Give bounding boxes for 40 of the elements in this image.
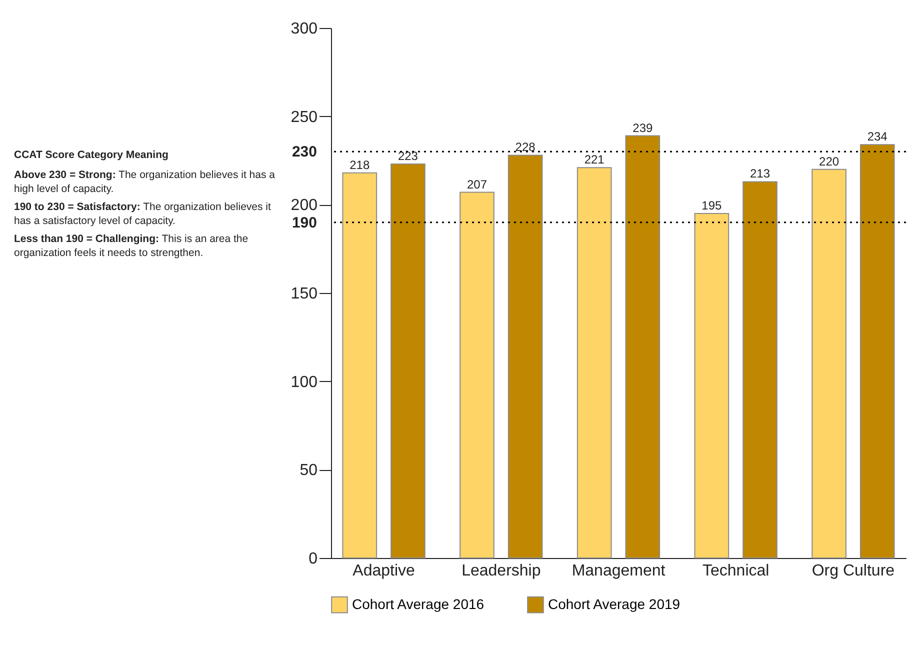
bar: [342, 172, 378, 558]
bar: [508, 154, 543, 558]
x-tick-label: Technical: [702, 562, 770, 580]
bar: [860, 144, 895, 558]
bar: [742, 181, 778, 558]
y-tick-label: 300: [290, 20, 318, 38]
data-label: 239: [632, 120, 653, 135]
data-label: 223: [398, 149, 418, 164]
data-label: 221: [584, 152, 605, 167]
data-label: 234: [867, 130, 888, 144]
y-tick-label: 150: [290, 286, 318, 302]
y-tick-label: 100: [290, 374, 318, 391]
data-label: 213: [750, 166, 770, 181]
y-tick-label: 200: [290, 197, 318, 214]
data-label: 207: [466, 177, 488, 192]
legend-label: Cohort Average 2016: [352, 596, 484, 612]
data-label: 195: [702, 198, 722, 212]
text: 190 to 230 = Satisfactory: The organization believes it has a satisfactory level of capacity.: [14, 200, 272, 228]
bar: [576, 167, 612, 558]
bar: [694, 213, 730, 558]
bar: [812, 168, 846, 558]
y-tick-label: 250: [290, 108, 318, 126]
bar: [460, 192, 494, 558]
x-tick-label: Management: [572, 562, 666, 580]
ref-line-label: 190: [292, 214, 317, 232]
data-label: 228: [515, 140, 536, 154]
data-label: 218: [350, 158, 370, 172]
legend-label: Cohort Average 2019: [548, 596, 680, 612]
bar: [390, 164, 426, 558]
data-label: 220: [819, 154, 840, 168]
text: CCAT Score Category Meaning: [14, 149, 168, 161]
text: Above 230 = Strong: The organization believes it has a high level of capacity.: [14, 168, 276, 196]
text: Less than 190 = Challenging: This is an area the organization feels it needs to strengthen.: [14, 232, 250, 260]
ref-line-label: 230: [292, 144, 317, 161]
bar: [625, 135, 660, 558]
x-tick-label: Org Culture: [812, 562, 895, 580]
x-tick-label: Leadership: [462, 562, 541, 580]
y-tick-label: 0: [308, 550, 318, 568]
y-tick-label: 50: [300, 462, 318, 480]
x-tick-label: Adaptive: [352, 562, 416, 580]
